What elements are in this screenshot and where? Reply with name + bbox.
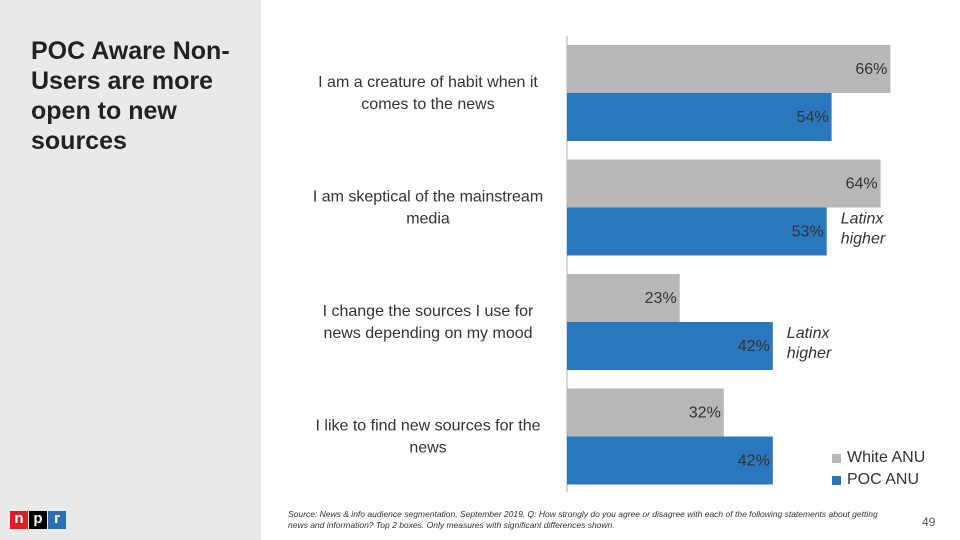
category-label: I am skeptical of the mainstream media [313,189,543,228]
data-label: 32% [689,405,721,422]
category-label: I like to find new sources for the news [316,418,541,457]
legend-label-white-anu: White ANU [847,449,926,466]
data-label: 42% [738,453,770,470]
data-label: 42% [738,338,770,355]
npr-logo-p: p [29,511,47,529]
legend-label-poc-anu: POC ANU [847,471,920,488]
category-label: I am a creature of habit when it comes to… [318,74,538,113]
bar-poc-anu [567,322,773,370]
npr-logo-r: r [48,511,66,529]
legend-swatch-poc-anu [832,475,841,485]
legend-item-poc-anu: POC ANU [832,469,925,491]
data-label: 23% [645,290,677,307]
data-label: 66% [855,61,887,78]
legend-item-white-anu: White ANU [832,447,925,469]
npr-logo-n: n [10,511,28,529]
data-label: 64% [846,176,878,193]
bar-poc-anu [567,207,827,256]
data-label: 53% [792,224,824,241]
bar-white-anu [567,45,891,93]
page-number: 49 [922,515,936,529]
source-note: Source: News & info audience segmentatio… [288,509,878,530]
annotation-label: Latinx higher [787,325,832,362]
legend-swatch-white-anu [832,453,841,463]
bar-white-anu [567,388,724,437]
slide-title: POC Aware Non-Users are more open to new… [31,37,230,155]
npr-logo: n p r [10,511,66,529]
bar-white-anu [567,274,680,322]
chart-legend: White ANU POC ANU [832,447,925,491]
bar-white-anu [567,159,881,208]
bar-poc-anu [567,93,832,141]
annotation-label: Latinx higher [841,211,886,248]
data-label: 54% [797,109,829,126]
bar-poc-anu [567,436,773,485]
category-label: I change the sources I use for news depen… [323,303,534,342]
sidebar-panel: POC Aware Non-Users are more open to new… [0,0,261,540]
